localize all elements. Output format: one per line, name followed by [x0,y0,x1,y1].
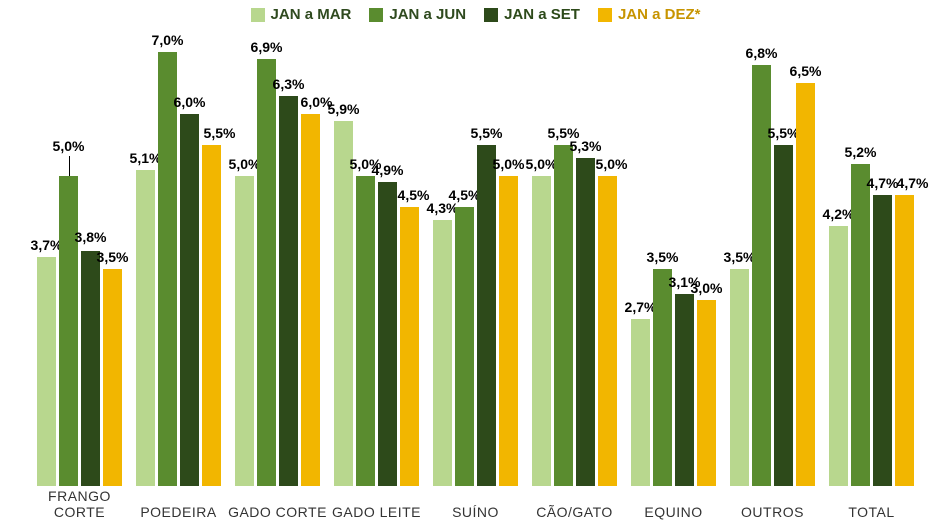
legend-item: JAN a SET [484,6,580,23]
data-label: 5,3% [564,138,608,154]
bar [873,195,892,486]
data-label: 5,5% [198,125,242,141]
category-label: POEDEIRA [129,504,228,520]
leader-line [69,156,70,176]
category-label: TOTAL [822,504,921,520]
category-label: GADO LEITE [327,504,426,520]
bar [81,251,100,486]
bar [103,269,122,486]
bar [400,207,419,486]
bar [653,269,672,486]
legend-swatch [251,8,265,22]
data-label: 3,8% [69,229,113,245]
legend-label: JAN a JUN [389,6,466,23]
data-label: 6,3% [267,76,311,92]
legend-item: JAN a JUN [369,6,466,23]
data-label: 3,5% [641,249,685,265]
legend-item: JAN a DEZ* [598,6,701,23]
bar [356,176,375,486]
data-label: 3,5% [91,249,135,265]
bar [730,269,749,486]
chart-legend: JAN a MAR JAN a JUN JAN a SET JAN a DEZ* [0,6,951,23]
legend-swatch [598,8,612,22]
category-label: EQUINO [624,504,723,520]
data-label: 5,5% [465,125,509,141]
bar [774,145,793,486]
bar [180,114,199,486]
bar [257,59,276,486]
bar [202,145,221,486]
bar [477,145,496,486]
bar [136,170,155,486]
legend-item: JAN a MAR [251,6,352,23]
bar [851,164,870,486]
legend-swatch [484,8,498,22]
category-label: OUTROS [723,504,822,520]
bar [576,158,595,486]
bar [235,176,254,486]
data-label: 5,9% [322,101,366,117]
bar [829,226,848,486]
category-label: CÃO/GATO [525,504,624,520]
bar [697,300,716,486]
data-label: 5,2% [839,144,883,160]
legend-label: JAN a MAR [271,6,352,23]
data-label: 5,0% [47,138,91,154]
bar [59,176,78,486]
bar [158,52,177,486]
data-label: 4,7% [891,175,935,191]
bar [301,114,320,486]
bar [554,145,573,486]
bar [895,195,914,486]
bar [37,257,56,486]
bar [675,294,694,486]
data-label: 6,8% [740,45,784,61]
bar [499,176,518,486]
bar [433,220,452,486]
bar [334,121,353,486]
grouped-bar-chart: JAN a MAR JAN a JUN JAN a SET JAN a DEZ* 3,… [0,0,951,526]
bar [378,182,397,486]
bar [598,176,617,486]
legend-swatch [369,8,383,22]
bar [796,83,815,486]
data-label: 6,0% [168,94,212,110]
legend-label: JAN a SET [504,6,580,23]
bar [279,96,298,486]
bar [532,176,551,486]
bar [455,207,474,486]
category-label: FRANGO CORTE [30,488,129,520]
category-label: GADO CORTE [228,504,327,520]
plot-area: 3,7%5,0%3,8%3,5%5,1%7,0%6,0%5,5%5,0%6,9%… [10,40,941,486]
category-label: SUÍNO [426,504,525,520]
data-label: 7,0% [146,32,190,48]
data-label: 5,0% [590,156,634,172]
bar [631,319,650,486]
data-label: 4,9% [366,162,410,178]
data-label: 6,5% [784,63,828,79]
data-label: 6,9% [245,39,289,55]
legend-label: JAN a DEZ* [618,6,701,23]
data-label: 3,0% [685,280,729,296]
